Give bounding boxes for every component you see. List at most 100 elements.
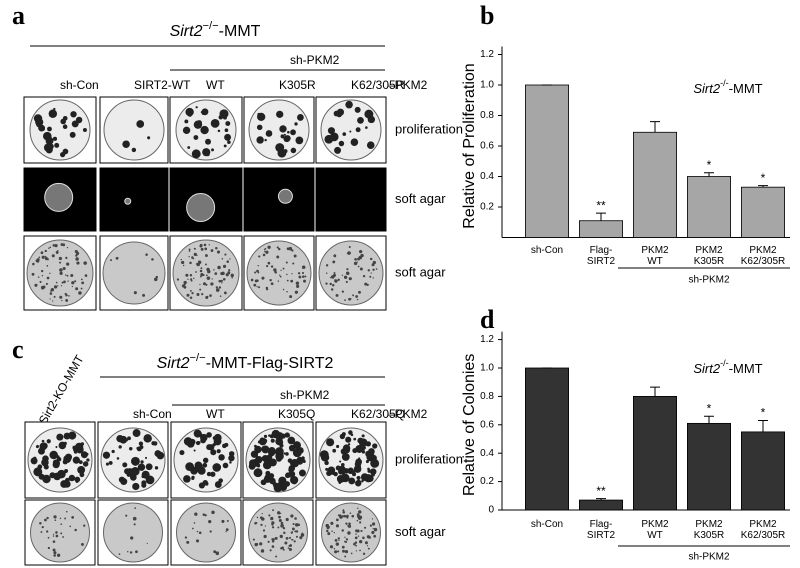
colony — [294, 530, 297, 533]
colony — [40, 531, 43, 534]
colony — [253, 283, 257, 287]
colony — [191, 476, 195, 480]
label: Sirt2−/−-MMT-Flag-SIRT2 — [157, 352, 334, 372]
colony — [139, 445, 144, 450]
bar — [741, 186, 786, 238]
colony — [83, 524, 86, 527]
colony — [291, 527, 295, 531]
colony — [49, 292, 53, 295]
colony — [75, 287, 79, 291]
colony — [119, 435, 128, 444]
panel-letter: a — [12, 1, 25, 30]
colony — [196, 292, 200, 296]
colony — [78, 291, 82, 295]
colony — [134, 507, 137, 509]
significance: * — [707, 401, 712, 415]
colony — [257, 265, 259, 267]
colony — [293, 540, 296, 543]
colony — [204, 481, 208, 485]
colony — [136, 120, 145, 128]
colony — [279, 274, 281, 276]
error-bar — [704, 172, 714, 177]
colony — [294, 523, 299, 527]
colony — [337, 278, 340, 282]
label: Sirt2-/--MMT — [693, 358, 762, 376]
colony — [130, 467, 140, 476]
label: Sirt2-/--MMT — [693, 78, 762, 96]
colony — [193, 252, 197, 257]
colony — [284, 135, 291, 142]
colony — [132, 516, 137, 521]
colony — [347, 467, 354, 475]
colony — [61, 299, 63, 302]
colony — [364, 282, 368, 286]
colony — [188, 248, 191, 251]
group-label: sh-PKM2 — [688, 552, 730, 563]
colony — [337, 550, 340, 553]
colony — [254, 271, 257, 274]
colony — [343, 514, 346, 518]
colony — [183, 475, 191, 483]
colony — [80, 278, 83, 281]
colony — [270, 282, 274, 286]
colony — [206, 444, 213, 451]
colony — [69, 525, 72, 528]
colony — [353, 261, 358, 266]
colony — [361, 450, 366, 454]
colony — [200, 125, 209, 135]
label-line: PKM2 — [695, 519, 723, 530]
colony — [47, 126, 52, 132]
colony — [292, 262, 295, 265]
colony — [348, 277, 352, 281]
colony — [355, 533, 357, 535]
colony — [285, 452, 289, 456]
colony — [274, 270, 277, 274]
colony — [324, 460, 329, 466]
label-line: PKM2 — [641, 519, 669, 530]
colony — [154, 450, 162, 457]
colony — [357, 265, 360, 268]
colony — [60, 152, 66, 158]
colony — [260, 523, 263, 527]
colony — [55, 534, 59, 538]
colony — [205, 296, 209, 300]
label-line: K305R — [694, 530, 725, 541]
colony — [203, 243, 207, 247]
colony — [44, 518, 47, 522]
colony — [256, 124, 263, 131]
colony — [287, 436, 296, 445]
colony — [325, 264, 329, 267]
colony — [36, 444, 39, 448]
colony — [291, 249, 294, 252]
colony — [289, 544, 293, 547]
colony — [249, 459, 257, 467]
colony — [74, 249, 78, 254]
colony — [39, 280, 42, 284]
colony — [259, 542, 263, 546]
colony — [54, 244, 58, 248]
colony — [261, 513, 263, 515]
colony — [40, 269, 44, 273]
colony — [209, 530, 212, 533]
colony — [129, 551, 133, 554]
colony — [259, 437, 267, 446]
colony — [210, 449, 217, 456]
x-tick-label: PKM2 K305R — [694, 245, 725, 267]
suffix: -MMT — [219, 23, 261, 40]
colony — [215, 551, 219, 555]
colony — [228, 451, 235, 457]
colony — [70, 273, 74, 278]
colony — [357, 116, 364, 124]
colony — [48, 247, 50, 249]
colony — [355, 458, 363, 466]
bar — [579, 220, 624, 238]
label-line: WT — [647, 256, 663, 267]
dish — [102, 241, 166, 305]
colony — [204, 514, 207, 517]
colony — [72, 456, 80, 464]
colony — [129, 447, 133, 451]
colony — [335, 293, 339, 297]
colony — [51, 254, 55, 258]
y-tick-label: 0.8 — [480, 110, 494, 121]
colony — [356, 475, 361, 481]
